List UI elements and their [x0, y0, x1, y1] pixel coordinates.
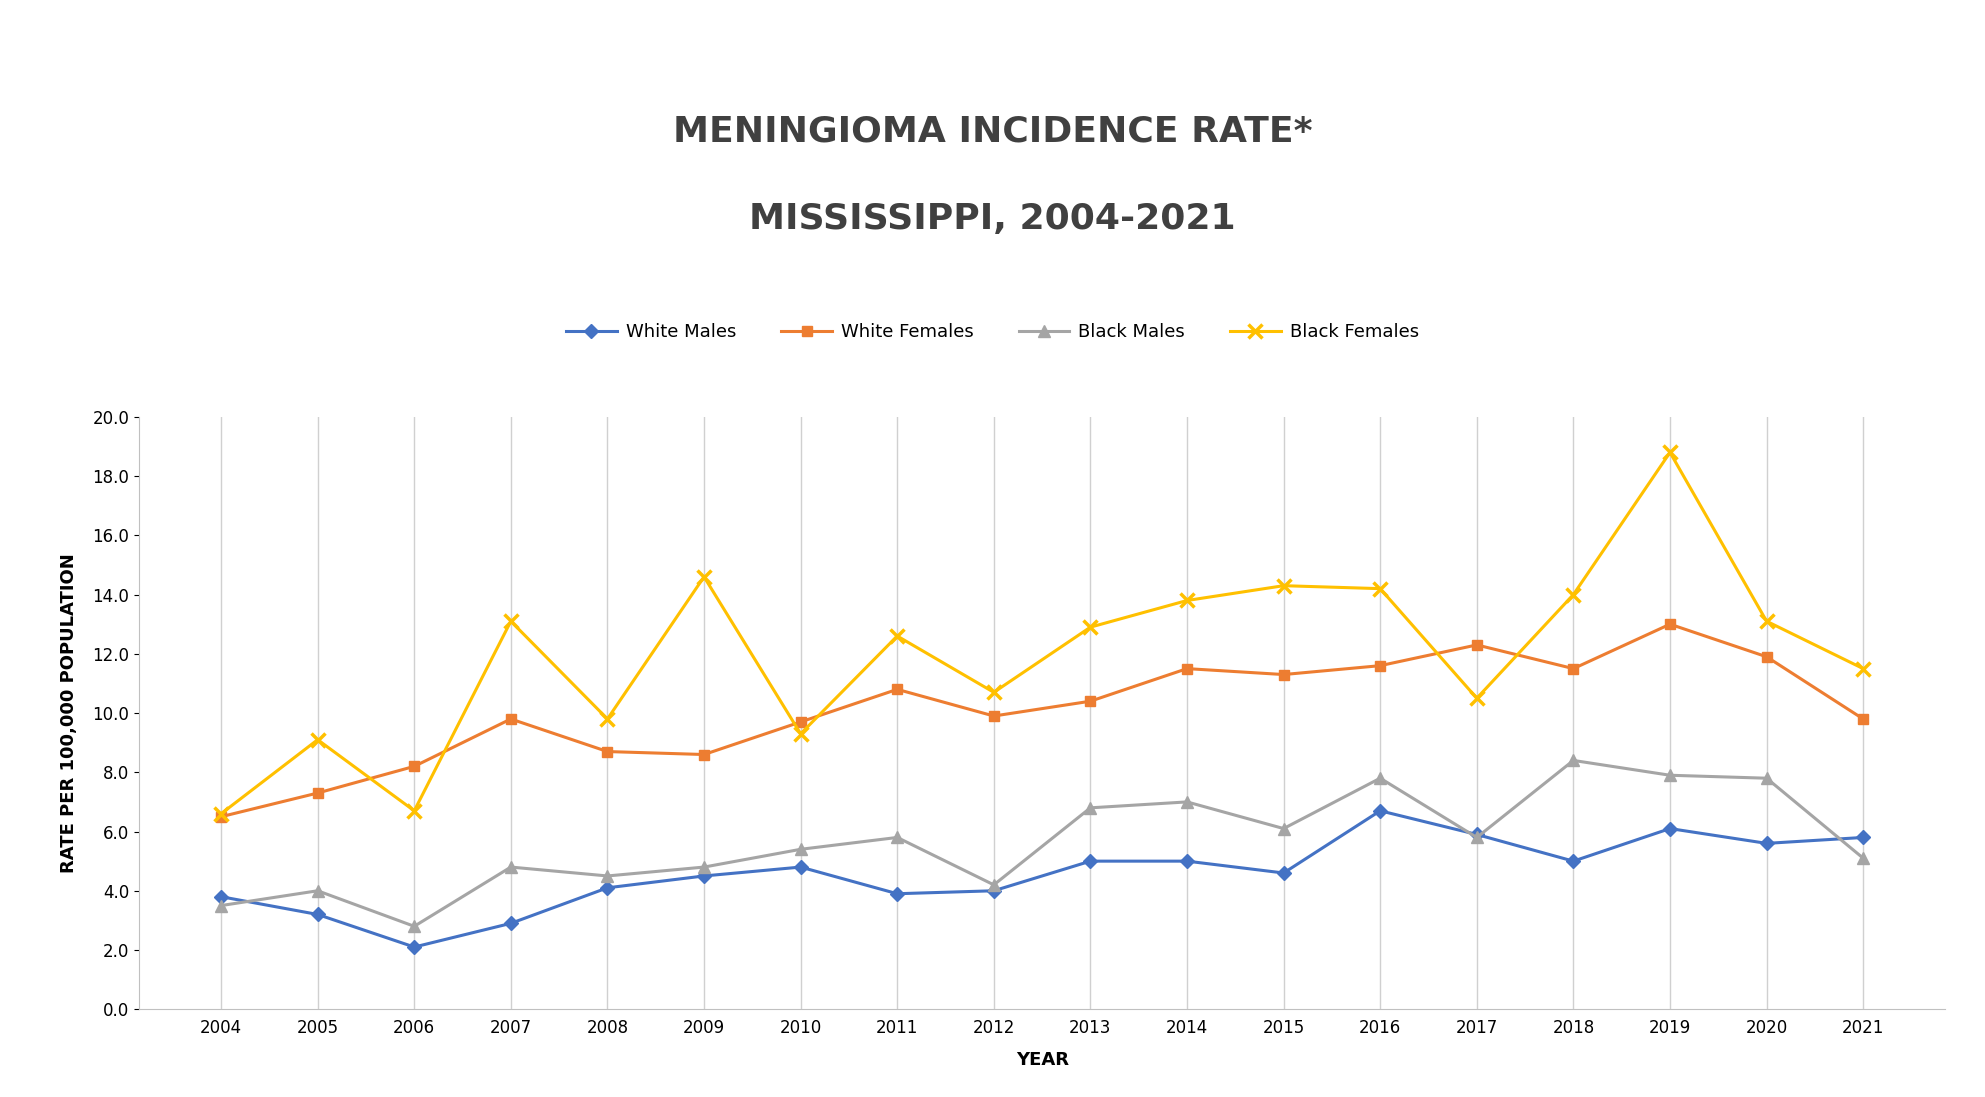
- Black Males: [693, 860, 717, 873]
- Black Males: [1175, 795, 1199, 808]
- Black Males: [1852, 851, 1876, 864]
- White Females: [208, 810, 232, 823]
- Black Males: [1272, 822, 1296, 835]
- White Males: [306, 908, 330, 921]
- Black Males: [1078, 801, 1102, 814]
- White Females: [1465, 638, 1489, 652]
- Black Females: [788, 727, 812, 740]
- Black Males: [306, 884, 330, 897]
- White Females: [403, 760, 427, 773]
- White Females: [1755, 651, 1779, 664]
- Black Females: [1852, 663, 1876, 676]
- White Females: [596, 745, 619, 758]
- White Females: [1272, 668, 1296, 681]
- Black Males: [498, 860, 522, 873]
- White Males: [788, 860, 812, 873]
- White Males: [1852, 830, 1876, 844]
- White Males: [693, 869, 717, 882]
- Black Females: [1562, 588, 1586, 601]
- White Males: [596, 881, 619, 894]
- Black Males: [403, 919, 427, 932]
- Line: White Males: White Males: [216, 806, 1868, 952]
- White Males: [1368, 804, 1391, 817]
- Text: MISSISSIPPI, 2004-2021: MISSISSIPPI, 2004-2021: [748, 203, 1237, 236]
- White Males: [1755, 837, 1779, 850]
- White Males: [1465, 828, 1489, 841]
- White Females: [983, 710, 1006, 723]
- Black Females: [1272, 579, 1296, 592]
- White Males: [403, 940, 427, 953]
- White Females: [1562, 663, 1586, 676]
- White Females: [1657, 618, 1681, 631]
- Y-axis label: RATE PER 100,000 POPULATION: RATE PER 100,000 POPULATION: [60, 553, 77, 873]
- Black Males: [1657, 769, 1681, 782]
- Black Males: [983, 879, 1006, 892]
- White Males: [1175, 855, 1199, 868]
- White Males: [208, 890, 232, 903]
- Black Males: [1465, 830, 1489, 844]
- White Females: [1852, 712, 1876, 725]
- Black Males: [1562, 754, 1586, 767]
- White Females: [306, 787, 330, 800]
- Black Females: [1368, 583, 1391, 596]
- Text: MENINGIOMA INCIDENCE RATE*: MENINGIOMA INCIDENCE RATE*: [673, 115, 1312, 148]
- Black Females: [693, 570, 717, 584]
- Line: Black Females: Black Females: [214, 445, 1870, 821]
- White Males: [1078, 855, 1102, 868]
- Black Females: [983, 686, 1006, 699]
- Black Females: [596, 712, 619, 725]
- Legend: White Males, White Females, Black Males, Black Females: White Males, White Females, Black Males,…: [560, 316, 1425, 349]
- Black Females: [1465, 692, 1489, 705]
- Black Males: [885, 830, 909, 844]
- White Females: [885, 682, 909, 695]
- White Males: [498, 917, 522, 930]
- Black Males: [1368, 771, 1391, 784]
- Black Females: [306, 733, 330, 746]
- White Females: [1368, 659, 1391, 672]
- X-axis label: YEAR: YEAR: [1016, 1051, 1068, 1068]
- Black Females: [1755, 614, 1779, 627]
- Black Males: [596, 869, 619, 882]
- Black Males: [788, 842, 812, 856]
- Black Females: [403, 804, 427, 817]
- Black Females: [208, 807, 232, 821]
- Black Females: [498, 614, 522, 627]
- Black Females: [885, 630, 909, 643]
- White Males: [1562, 855, 1586, 868]
- Line: Black Males: Black Males: [216, 755, 1868, 931]
- White Females: [498, 712, 522, 725]
- White Females: [1175, 663, 1199, 676]
- Black Females: [1078, 621, 1102, 634]
- Line: White Females: White Females: [216, 620, 1868, 822]
- Black Males: [208, 900, 232, 913]
- White Females: [693, 748, 717, 761]
- Black Females: [1657, 445, 1681, 459]
- White Females: [1078, 694, 1102, 708]
- White Males: [1657, 822, 1681, 835]
- Black Males: [1755, 771, 1779, 784]
- White Males: [983, 884, 1006, 897]
- White Males: [885, 887, 909, 901]
- White Females: [788, 715, 812, 728]
- White Males: [1272, 867, 1296, 880]
- Black Females: [1175, 593, 1199, 607]
